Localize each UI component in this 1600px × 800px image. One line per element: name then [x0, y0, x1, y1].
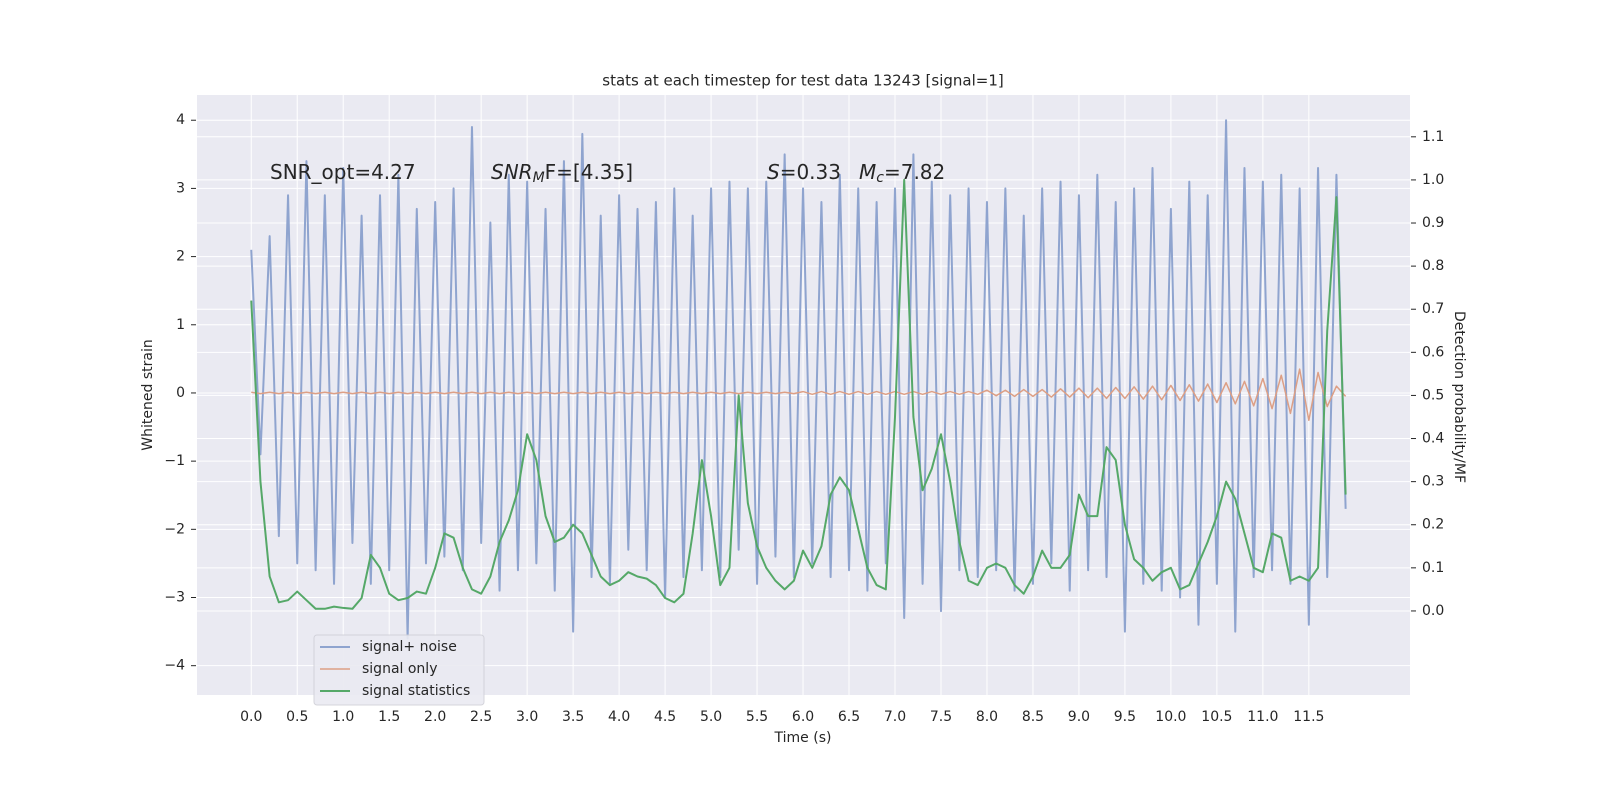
- annotation-part: M: [859, 160, 876, 184]
- y-axis-label: Whitened strain: [140, 339, 156, 450]
- x-tick-label: 7.5: [930, 709, 952, 725]
- legend: signal+ noise signal only signal statistic…: [313, 634, 485, 706]
- series-line: [251, 368, 1347, 421]
- annotation: S=0.33: [767, 160, 841, 184]
- x-tick-label: 4.5: [654, 709, 676, 725]
- legend-label: signal only: [362, 661, 437, 677]
- x-tick-label: 5.5: [746, 709, 768, 725]
- annotation-part: =0.33: [780, 160, 841, 184]
- y-tick-label: −3: [164, 590, 185, 606]
- y2-tick-label: 0.7: [1422, 301, 1444, 317]
- annotation-part: S: [767, 160, 780, 184]
- y-tick-label: 1: [176, 317, 185, 333]
- legend-box: [313, 634, 485, 706]
- x-tick-label: 9.0: [1068, 709, 1090, 725]
- legend-label: signal statistics: [362, 683, 470, 699]
- annotation-part: M: [533, 170, 545, 186]
- x-tick-label: 10.0: [1155, 709, 1186, 725]
- x-tick-label: 3.0: [516, 709, 538, 725]
- x-tick-label: 8.0: [976, 709, 998, 725]
- series-line: [250, 178, 1347, 610]
- y-tick-label: −4: [164, 658, 185, 674]
- y2-tick-label: 0.3: [1422, 474, 1444, 490]
- annotation-part: =7.82: [884, 160, 945, 184]
- x-tick-label: 1.5: [378, 709, 400, 725]
- x-tick-label: 6.0: [792, 709, 814, 725]
- annotation: SNRMF=[4.35]: [491, 160, 633, 187]
- y2-tick-label: 0.8: [1422, 258, 1444, 274]
- y2-tick-label: 1.0: [1422, 172, 1444, 188]
- x-tick-label: 7.0: [884, 709, 906, 725]
- x-axis-label: Time (s): [774, 730, 832, 746]
- y2-axis-label: Detection probability/MF: [1451, 311, 1467, 483]
- y2-tick-label: 0.1: [1422, 560, 1444, 576]
- y-tick-label: 3: [176, 180, 185, 196]
- y2-tick-label: 0.5: [1422, 387, 1444, 403]
- x-tick-label: 4.0: [608, 709, 630, 725]
- y2-tick-label: 1.1: [1422, 129, 1444, 145]
- x-tick-label: 0.0: [240, 709, 262, 725]
- x-tick-label: 3.5: [562, 709, 584, 725]
- y-tick-label: −2: [164, 521, 185, 537]
- annotation-part: c: [876, 170, 884, 186]
- x-tick-label: 0.5: [286, 709, 308, 725]
- x-tick-label: 8.5: [1022, 709, 1044, 725]
- y-tick-label: 0: [176, 385, 185, 401]
- legend-label: signal+ noise: [362, 639, 457, 655]
- x-tick-label: 5.0: [700, 709, 722, 725]
- series-line: [250, 119, 1347, 640]
- x-tick-label: 11.5: [1293, 709, 1324, 725]
- y2-tick-label: 0.2: [1422, 517, 1444, 533]
- y-tick-label: 2: [176, 249, 185, 265]
- y-tick-label: 4: [176, 112, 185, 128]
- y-tick-label: −1: [164, 453, 185, 469]
- annotation: SNR_opt=4.27: [270, 160, 416, 184]
- y2-tick-label: 0.6: [1422, 344, 1444, 360]
- x-tick-label: 1.0: [332, 709, 354, 725]
- x-tick-label: 2.0: [424, 709, 446, 725]
- annotation-part: F=[4.35]: [545, 160, 633, 184]
- annotation-part: SNR_opt=4.27: [270, 160, 416, 184]
- x-tick-label: 11.0: [1247, 709, 1278, 725]
- x-tick-label: 10.5: [1201, 709, 1232, 725]
- chart-title: stats at each timestep for test data 132…: [602, 72, 1003, 90]
- x-tick-label: 6.5: [838, 709, 860, 725]
- x-tick-label: 9.5: [1114, 709, 1136, 725]
- annotation: Mc=7.82: [859, 160, 945, 187]
- y2-tick-label: 0.0: [1422, 603, 1444, 619]
- x-tick-label: 2.5: [470, 709, 492, 725]
- y2-tick-label: 0.4: [1422, 431, 1444, 447]
- annotation-part: SNR: [491, 160, 533, 184]
- data-layer: [250, 119, 1347, 640]
- y2-tick-label: 0.9: [1422, 215, 1444, 231]
